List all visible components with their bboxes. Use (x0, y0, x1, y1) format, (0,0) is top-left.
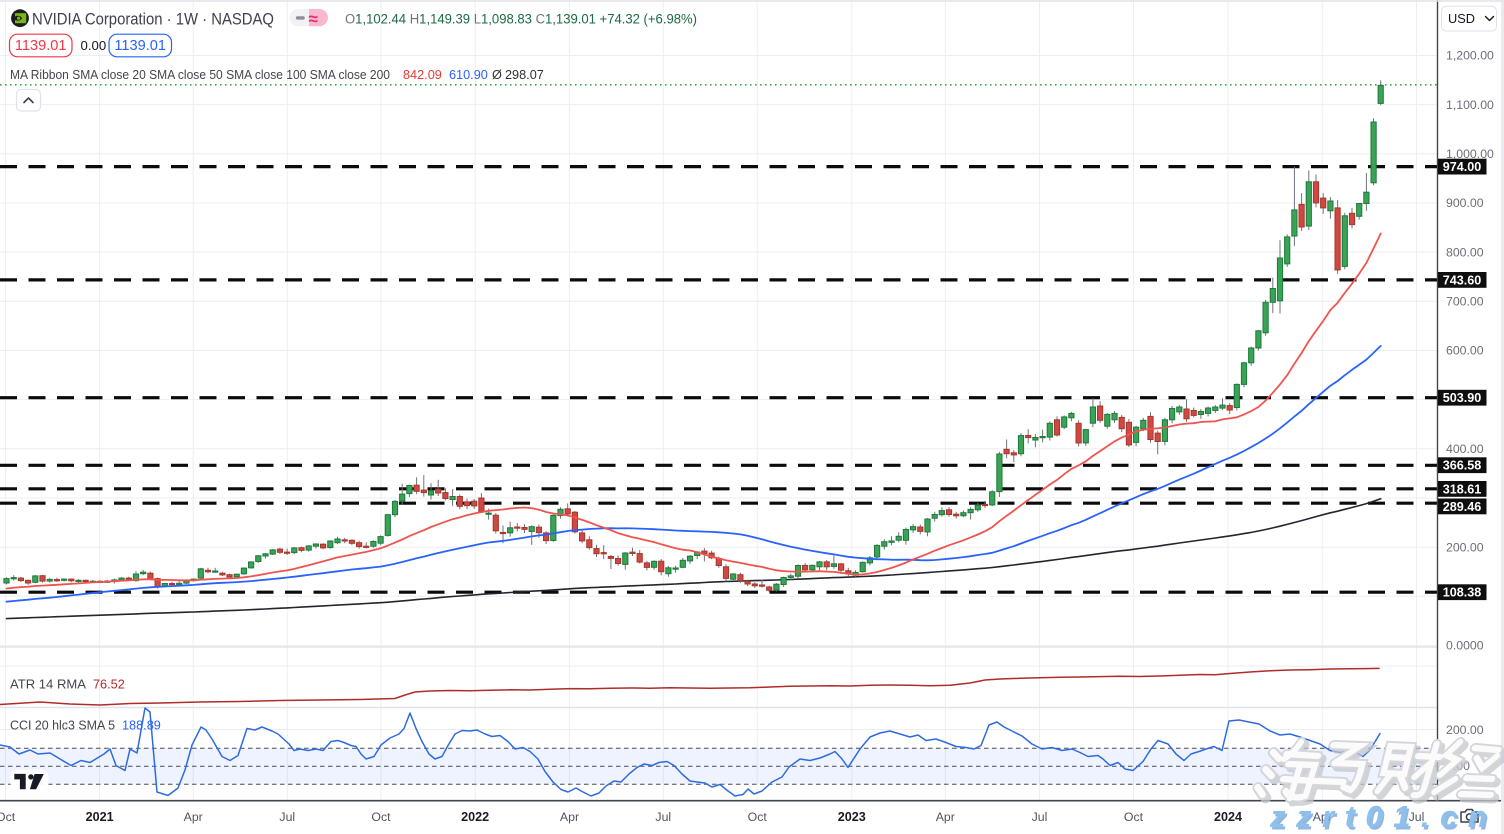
svg-text:2021: 2021 (86, 810, 114, 824)
svg-text:1139.01: 1139.01 (15, 38, 67, 54)
svg-text:Jul: Jul (1032, 810, 1048, 824)
svg-text:Apr: Apr (560, 810, 579, 824)
svg-text:842.09: 842.09 (403, 68, 442, 82)
svg-text:366.58: 366.58 (1443, 459, 1482, 473)
svg-text:700.00: 700.00 (1446, 295, 1484, 309)
svg-text:1139.01: 1139.01 (114, 38, 166, 54)
svg-text:Oct: Oct (0, 810, 16, 824)
svg-text:1,200.00: 1,200.00 (1446, 49, 1494, 63)
svg-text:2023: 2023 (838, 810, 866, 824)
svg-text:298.07: 298.07 (505, 68, 544, 82)
svg-text:900.00: 900.00 (1446, 196, 1484, 210)
svg-text:0.00: 0.00 (81, 38, 107, 53)
svg-text:Oct: Oct (1124, 810, 1144, 824)
svg-text:200.00: 200.00 (1446, 723, 1484, 737)
svg-text:1,100.00: 1,100.00 (1446, 98, 1494, 112)
svg-text:400.00: 400.00 (1446, 442, 1484, 456)
svg-text:503.90: 503.90 (1443, 391, 1482, 405)
svg-text:743.60: 743.60 (1443, 273, 1482, 287)
svg-text:CCI 20 hlc3 SMA 5: CCI 20 hlc3 SMA 5 (10, 719, 115, 733)
svg-text:O1,102.44 H1,149.39 L1,098.83: O1,102.44 H1,149.39 L1,098.83 C1,139.01 … (345, 11, 697, 26)
svg-text:2022: 2022 (461, 810, 489, 824)
svg-text:1,000.00: 1,000.00 (1446, 147, 1494, 161)
svg-text:zzrt01.cn: zzrt01.cn (1269, 799, 1497, 834)
svg-text:Apr: Apr (936, 810, 955, 824)
svg-text:NVIDIA Corporation · 1W · NASD: NVIDIA Corporation · 1W · NASDAQ (32, 10, 274, 29)
svg-text:Oct: Oct (748, 810, 768, 824)
svg-text:800.00: 800.00 (1446, 245, 1484, 259)
svg-text:600.00: 600.00 (1446, 344, 1484, 358)
svg-text:Oct: Oct (371, 810, 391, 824)
svg-text:zzrt01.cn: zzrt01.cn (1271, 802, 1499, 834)
svg-text:2024: 2024 (1214, 810, 1242, 824)
svg-text:974.00: 974.00 (1443, 160, 1482, 174)
svg-text:MA Ribbon SMA close 20 SMA clo: MA Ribbon SMA close 20 SMA close 50 SMA … (10, 68, 390, 82)
svg-text:Apr: Apr (184, 810, 203, 824)
svg-text:≈: ≈ (309, 10, 318, 29)
svg-text:Jul: Jul (655, 810, 671, 824)
svg-text:ATR 14 RMA: ATR 14 RMA (10, 678, 87, 692)
svg-text:76.52: 76.52 (93, 678, 125, 692)
svg-text:Jul: Jul (1409, 810, 1425, 824)
svg-text:Apr: Apr (1313, 810, 1332, 824)
svg-text:0.0000: 0.0000 (1446, 639, 1484, 653)
svg-text:USD: USD (1448, 11, 1475, 26)
svg-text:318.61: 318.61 (1443, 482, 1482, 496)
svg-text:Ø: Ø (492, 68, 502, 82)
svg-text:289.46: 289.46 (1443, 500, 1482, 514)
svg-text:108.38: 108.38 (1443, 586, 1482, 600)
svg-text:200.00: 200.00 (1446, 540, 1484, 554)
svg-text:Jul: Jul (279, 810, 295, 824)
svg-text:610.90: 610.90 (449, 68, 488, 82)
svg-text:188.89: 188.89 (122, 719, 161, 733)
